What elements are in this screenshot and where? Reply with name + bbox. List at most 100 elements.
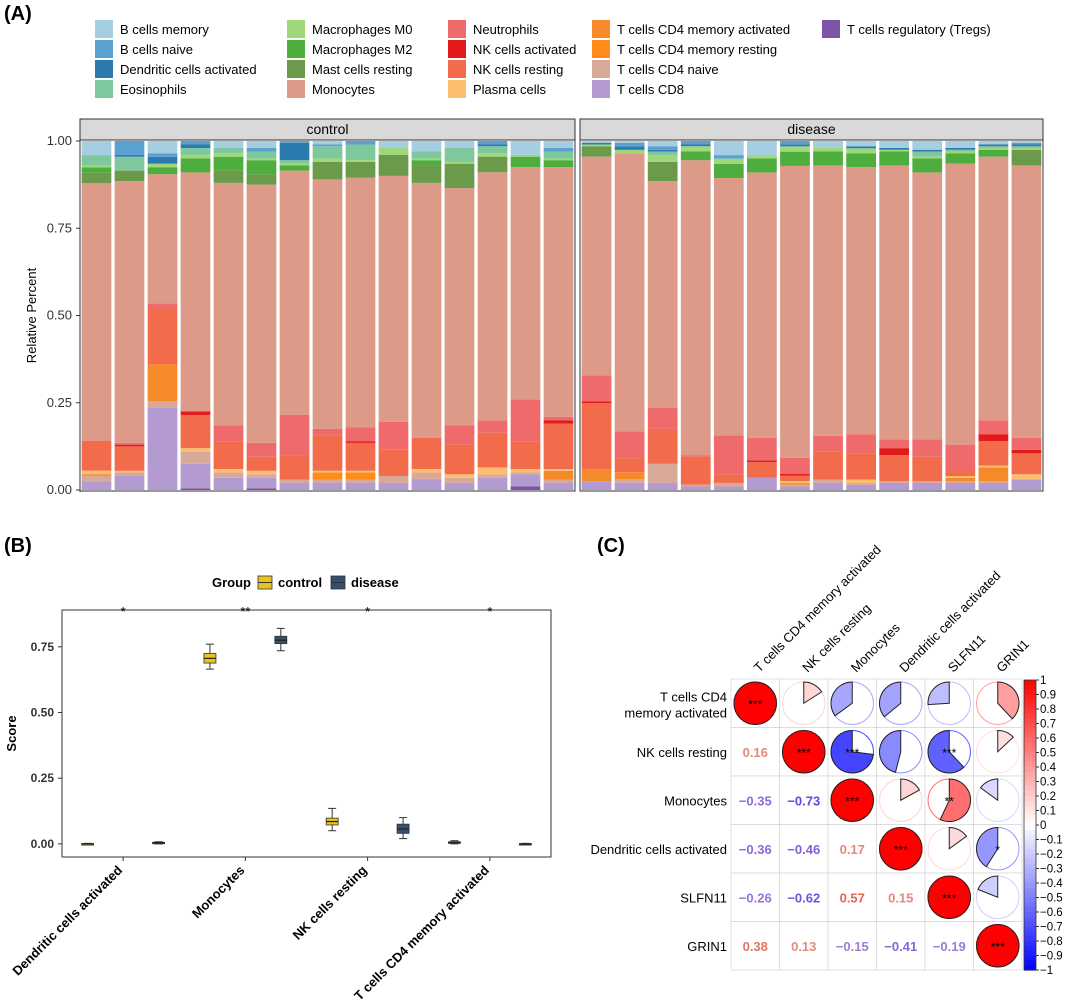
colorbar-segment (1024, 883, 1036, 889)
bar-segment (680, 146, 711, 152)
bar-segment (279, 455, 310, 480)
bar-segment (510, 141, 541, 155)
legend-label: control (278, 575, 322, 590)
bar-segment (1011, 449, 1042, 454)
bar-segment (180, 141, 211, 145)
row-label: Monocytes (664, 793, 727, 808)
colorbar-segment (1024, 786, 1036, 792)
significance-label: *** (991, 940, 1005, 954)
pie-slice (733, 681, 777, 725)
legend-label: T cells CD8 (617, 82, 684, 97)
bar-segment (378, 483, 409, 490)
colorbar-segment (1024, 713, 1036, 720)
correlation-value: −0.62 (787, 890, 820, 905)
x-tick-label: NK cells resting (290, 862, 370, 942)
bar-segment (780, 482, 810, 485)
bar-segment (978, 141, 1009, 145)
bar-segment (114, 181, 145, 443)
colorbar-segment (1024, 718, 1036, 725)
bar-segment (879, 481, 910, 484)
bar-segment (147, 167, 178, 175)
bar-segment (444, 477, 475, 484)
colorbar-segment (1024, 699, 1036, 705)
colorbar-segment (1024, 728, 1036, 734)
legend-swatch (287, 40, 305, 58)
bar-segment (1011, 147, 1042, 150)
bar-segment (713, 141, 744, 156)
correlogram-cell (730, 824, 780, 874)
bar-segment (180, 144, 211, 148)
bar-segment (246, 477, 277, 489)
bar-segment (879, 483, 910, 490)
correlation-value: 0.17 (840, 842, 865, 857)
pie-slice (997, 729, 1014, 753)
bar-segment (543, 479, 574, 484)
bar-segment (978, 149, 1009, 157)
bar-segment (780, 473, 810, 476)
bar-segment (147, 174, 178, 304)
bar-segment (581, 481, 612, 490)
bar-segment (477, 146, 508, 154)
bar-segment (378, 421, 409, 450)
bar-segment (114, 470, 145, 473)
colorbar-segment (1024, 945, 1036, 952)
bar-segment (978, 467, 1009, 482)
colorbar-segment (1024, 873, 1036, 879)
bar-segment (713, 178, 744, 436)
bar-segment (510, 399, 541, 442)
bar-segment (477, 432, 508, 468)
colorbar-segment (1024, 781, 1036, 787)
bar-segment (213, 472, 244, 478)
pie-slice (997, 681, 1020, 720)
bar-segment (680, 144, 711, 147)
colorbar-segment (1024, 704, 1036, 710)
bar-segment (978, 465, 1009, 468)
colorbar-segment (1024, 907, 1036, 913)
column-label: SLFN11 (945, 631, 989, 675)
bar-segment (477, 156, 508, 173)
correlogram-cell (779, 775, 829, 825)
significance-label: *** (845, 746, 859, 760)
bar-segment (543, 416, 574, 421)
bar-segment (114, 446, 145, 471)
colorbar-segment (1024, 839, 1036, 845)
bar-segment (345, 141, 376, 145)
bar-segment (312, 144, 343, 147)
bar-segment (1011, 142, 1042, 145)
bar-segment (747, 462, 777, 478)
bar-segment (614, 141, 645, 143)
bar-segment (114, 154, 145, 157)
legend-swatch (95, 40, 113, 58)
colorbar-segment (1024, 810, 1036, 816)
bar-segment (510, 156, 541, 168)
colorbar-segment (1024, 791, 1036, 797)
bar-segment (180, 448, 211, 452)
y-tick-label: 0.75 (31, 640, 55, 654)
bar-segment (246, 474, 277, 478)
bar-segment (213, 182, 244, 426)
bar-segment (713, 155, 744, 159)
bar-segment (581, 469, 612, 482)
pie-slice (900, 778, 921, 802)
bar-segment (147, 141, 178, 154)
bar-segment (713, 482, 744, 487)
significance-label: * (121, 604, 126, 619)
bar-segment (81, 183, 112, 441)
bar-segment (846, 147, 876, 150)
bar-segment (780, 484, 810, 487)
bar-segment (647, 407, 678, 429)
colorbar-segment (1024, 897, 1036, 903)
bar-segment (846, 479, 876, 484)
bar-segment (680, 151, 711, 161)
bar-segment (510, 486, 541, 490)
significance-label: *** (845, 794, 859, 808)
bar-segment (345, 441, 376, 443)
bar-segment (543, 483, 574, 490)
colorbar-tick-label: 0.6 (1040, 733, 1056, 745)
bar-segment (312, 146, 343, 159)
pie-slice (979, 778, 999, 802)
bar-segment (945, 483, 976, 490)
bar-segment (81, 167, 112, 173)
legend-swatch (592, 80, 610, 98)
legend-label: Dendritic cells activated (120, 62, 257, 77)
